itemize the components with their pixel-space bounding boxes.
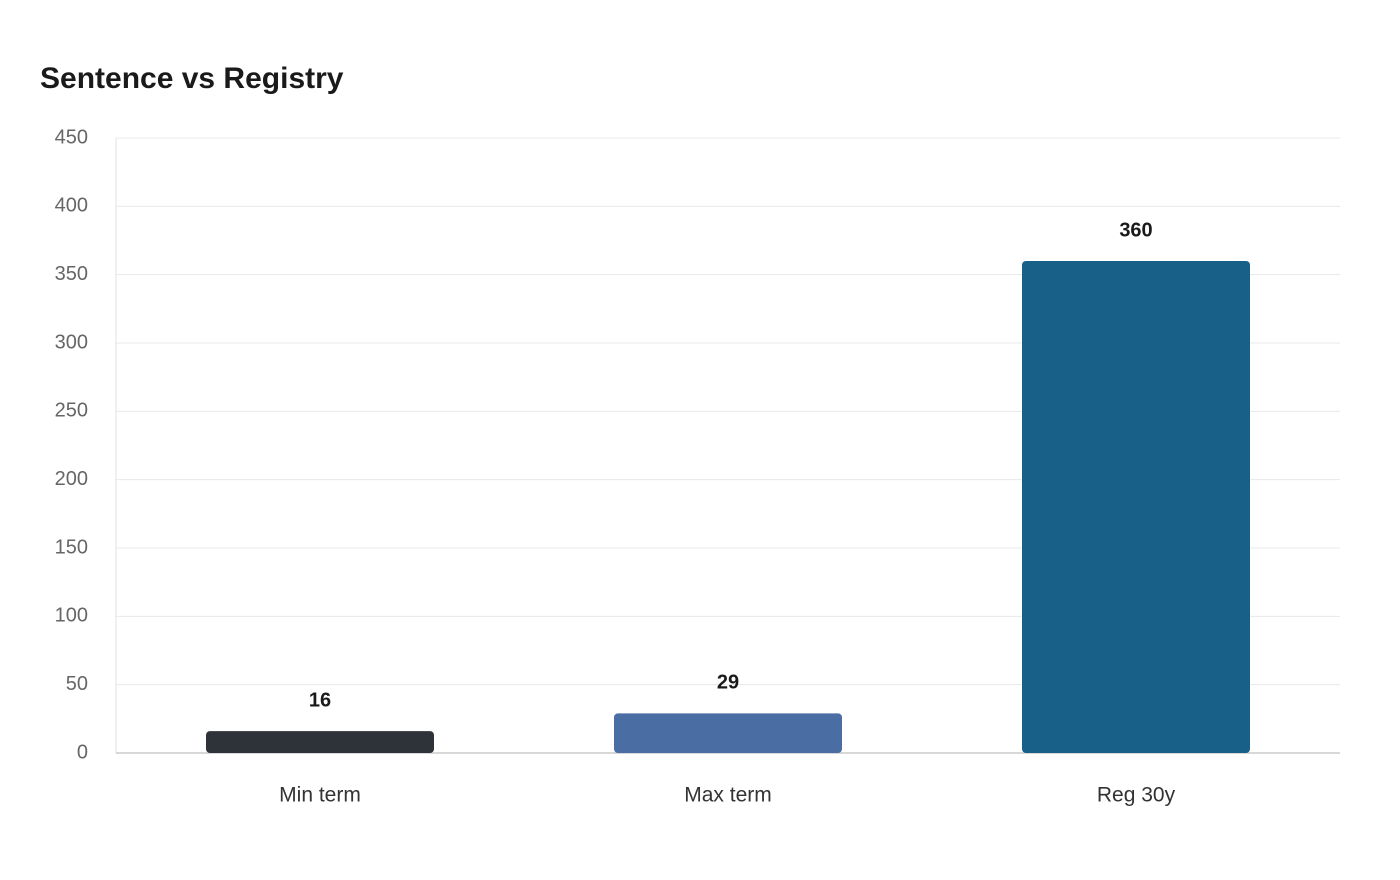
y-tick-label: 150 — [55, 536, 88, 558]
x-tick-label: Max term — [684, 784, 772, 807]
data-label: 29 — [717, 672, 739, 694]
y-tick-label: 300 — [55, 331, 88, 353]
x-tick-label: Reg 30y — [1097, 784, 1176, 807]
y-tick-label: 100 — [55, 605, 88, 627]
y-tick-label: 350 — [55, 263, 88, 285]
y-tick-label: 50 — [66, 673, 88, 695]
bar — [1022, 261, 1250, 753]
y-tick-label: 200 — [55, 468, 88, 490]
data-label: 360 — [1119, 219, 1152, 241]
y-tick-label: 450 — [55, 126, 88, 148]
y-tick-label: 0 — [77, 741, 88, 763]
y-tick-label: 400 — [55, 195, 88, 217]
y-tick-label: 250 — [55, 400, 88, 422]
chart-title: Sentence vs Registry — [40, 62, 344, 95]
bar — [206, 731, 434, 753]
data-label: 16 — [309, 689, 331, 711]
bar — [614, 713, 842, 753]
x-tick-label: Min term — [279, 784, 361, 807]
